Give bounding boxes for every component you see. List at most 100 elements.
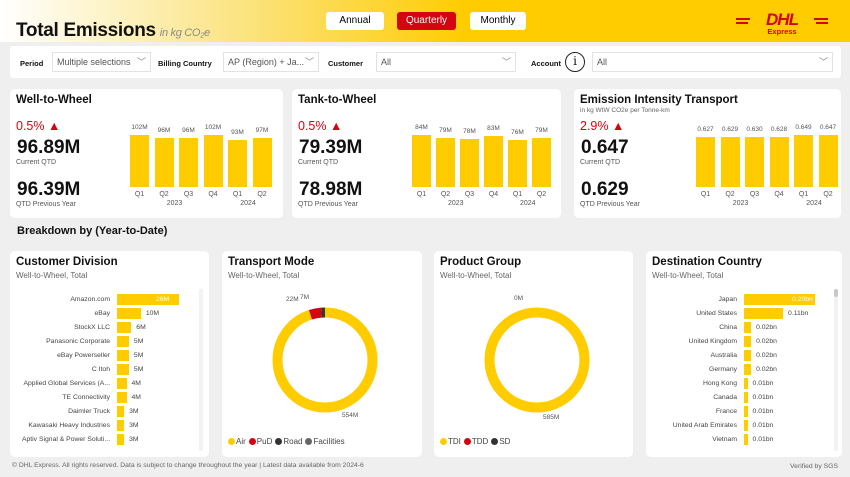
legend-label: TDD: [471, 437, 489, 446]
chevron-down-icon: ﹀: [136, 57, 146, 67]
legend-dot: [228, 438, 235, 445]
monthly-button[interactable]: Monthly: [470, 12, 526, 30]
legend-dot: [275, 438, 283, 445]
item-value: 3M: [129, 408, 139, 415]
chart-bar: [436, 138, 455, 187]
item-value: 0.01bn: [752, 422, 774, 429]
item-bar: [744, 294, 815, 305]
legend-item-tdd[interactable]: TDD: [463, 437, 489, 446]
item-name: Applied Global Services (A...: [23, 380, 110, 387]
list-item[interactable]: eBay 10M: [10, 308, 209, 320]
quarter-label: Q3: [749, 191, 760, 198]
legend-item-pud[interactable]: PuD: [248, 437, 272, 446]
quarter-label: Q1: [512, 191, 523, 198]
list-item[interactable]: Aptiv Signal & Power Soluti... 3M: [10, 434, 209, 446]
current-qtd-value: 0.647: [581, 137, 629, 158]
billing-country-value: AP (Region) + Ja...: [228, 57, 305, 67]
title-text: Total Emissions: [16, 20, 156, 41]
list-item[interactable]: StockX LLC 6M: [10, 322, 209, 334]
list-item[interactable]: Panasonic Corporate 5M: [10, 336, 209, 348]
item-bar: [744, 308, 784, 319]
slice-label: 585M: [543, 414, 560, 421]
item-name: Japan: [718, 296, 737, 303]
list-item[interactable]: Daimler Truck 3M: [10, 406, 209, 418]
list-item[interactable]: China 0.02bn: [646, 322, 842, 334]
list-item[interactable]: Canada 0.01bn: [646, 392, 842, 404]
legend-label: TDI: [448, 437, 461, 446]
scrollbar-thumb[interactable]: [834, 289, 838, 297]
donut-chart: [484, 307, 590, 413]
bar-value-label: 76M: [511, 128, 524, 136]
quarter-label: Q2: [536, 191, 547, 198]
item-value: 0.02bn: [756, 366, 777, 373]
item-value: 5M: [133, 338, 144, 345]
previous-year-value: 0.629: [581, 179, 629, 200]
donut-slice-facilities[interactable]: [272, 307, 378, 413]
item-bar: [117, 406, 125, 417]
list-item[interactable]: eBay Powerseller 5M: [10, 350, 209, 362]
legend-label: Air: [236, 437, 246, 446]
bar-value-label: 96M: [182, 127, 195, 135]
list-item[interactable]: Applied Global Services (A... 4M: [10, 378, 209, 390]
chart-bar: [203, 135, 223, 187]
list-item[interactable]: France 0.01bn: [646, 406, 842, 418]
list-item[interactable]: C Itoh 5M: [10, 364, 209, 376]
legend-item-sd[interactable]: SD: [491, 437, 510, 446]
quarter-label: Q3: [464, 191, 475, 198]
card-subtitle: in kg WtW CO2e per Tonne-km: [580, 107, 670, 114]
chart-bar: [818, 135, 838, 187]
period-dropdown[interactable]: Multiple selections ﹀: [52, 52, 151, 72]
info-icon[interactable]: i: [565, 52, 585, 72]
current-qtd-label: Current QTD: [16, 159, 57, 166]
scrollbar[interactable]: [199, 289, 203, 451]
list-item[interactable]: United Kingdom 0.02bn: [646, 336, 842, 348]
item-name: United Arab Emirates: [672, 422, 737, 429]
kpi-card-tank-to-wheel: Tank-to-Wheel 0.5% ▲ 79.39M Current QTD 78.9…: [292, 89, 561, 218]
legend-item-tdi[interactable]: TDI: [440, 437, 461, 446]
legend-item-facilities[interactable]: Facilities: [305, 437, 345, 446]
bar-value-label: 0.649: [795, 124, 812, 131]
customer-dropdown[interactable]: All ﹀: [376, 52, 516, 72]
donut-slice-tdi[interactable]: [484, 307, 590, 413]
item-value: 26M: [156, 296, 170, 303]
legend: Air PuD Road Facilities: [228, 437, 345, 446]
quarter-label: Q2: [257, 191, 267, 198]
item-bar: [117, 420, 125, 431]
slice-label: 0M: [514, 295, 524, 302]
bar-value-label: 84M: [415, 124, 428, 131]
list-item[interactable]: Hong Kong 0.01bn: [646, 378, 842, 390]
period-value: Multiple selections: [57, 57, 131, 67]
quarter-label: Q2: [725, 191, 735, 198]
scrollbar[interactable]: [834, 289, 838, 451]
donut-chart: [272, 307, 378, 413]
card-title: Destination Country: [652, 256, 762, 268]
item-bar: [744, 322, 752, 333]
item-name: China: [719, 324, 737, 331]
legend-label: Facilities: [313, 437, 345, 446]
annual-button[interactable]: Annual: [326, 12, 384, 30]
list-item[interactable]: Australia 0.02bn: [646, 350, 842, 362]
list-item[interactable]: Japan 0.20bn: [646, 294, 842, 306]
current-qtd-value: 96.89M: [17, 137, 81, 158]
list-item[interactable]: Kawasaki Heavy Industries 3M: [10, 420, 209, 432]
transport-mode-card: Transport Mode Well-to-Wheel, Total 554M…: [222, 251, 422, 457]
svg-text:DHL: DHL: [766, 10, 799, 29]
list-item[interactable]: Amazon.com 26M: [10, 294, 209, 306]
verified-by-sgs: Verified by SGS: [790, 463, 838, 470]
quarterly-button[interactable]: Quarterly: [397, 12, 456, 30]
account-value: All: [597, 57, 608, 67]
account-dropdown[interactable]: All ﹀: [592, 52, 833, 72]
quarter-label: Q1: [798, 191, 809, 198]
chart-bar: [484, 135, 503, 187]
list-item[interactable]: TE Connectivity 4M: [10, 392, 209, 404]
list-item[interactable]: Vietnam 0.01bn: [646, 434, 842, 446]
list-item[interactable]: United Arab Emirates 0.01bn: [646, 420, 842, 432]
list-item[interactable]: United States 0.11bn: [646, 308, 842, 320]
item-value: 3M: [129, 436, 139, 443]
donut-slice-air[interactable]: [272, 307, 378, 413]
legend-item-road[interactable]: Road: [275, 437, 302, 446]
current-qtd-value: 79.39M: [299, 137, 363, 158]
legend-item-air[interactable]: Air: [228, 437, 246, 446]
list-item[interactable]: Germany 0.02bn: [646, 364, 842, 376]
billing-country-dropdown[interactable]: AP (Region) + Ja... ﹀: [223, 52, 319, 72]
